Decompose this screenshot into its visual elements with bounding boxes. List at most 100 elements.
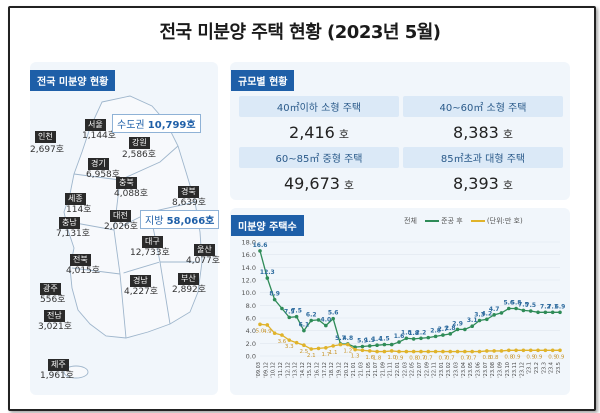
region-name: 충남 — [59, 217, 80, 229]
x-tick-label: '13.12 — [293, 362, 299, 378]
data-label-completed: 0.8 — [409, 356, 418, 362]
data-label-completed: 0.7 — [424, 356, 433, 362]
x-tick-label: '23.01 — [439, 362, 445, 378]
data-label-completed: 0.8 — [490, 355, 499, 361]
point-total — [506, 306, 511, 311]
scale-label: 40㎡이하 소형 주택 — [239, 96, 399, 117]
data-label-completed: 1.2 — [343, 349, 352, 355]
point-total — [294, 314, 299, 319]
data-label-total: 2.8 — [430, 327, 441, 334]
data-label-completed: 2.1 — [307, 353, 316, 359]
region-name: 전남 — [44, 310, 65, 322]
point-completed — [324, 345, 328, 350]
scale-value: 2,416 — [289, 123, 335, 142]
page-title: 전국 미분양 주택 현황 (2023년 5월) — [159, 22, 441, 43]
region-value: 2,586호 — [122, 150, 157, 160]
x-tick-label: '17.12 — [322, 362, 328, 378]
chart-panel — [230, 208, 570, 395]
point-completed — [258, 322, 262, 327]
x-tick-label: '15.12 — [307, 362, 313, 378]
data-label-total: 2.7 — [438, 326, 449, 333]
point-completed — [536, 348, 540, 353]
point-total — [536, 310, 540, 315]
data-label-completed: 0.7 — [439, 356, 448, 362]
y-tick-label: 0.0 — [246, 353, 256, 361]
point-completed — [309, 347, 314, 351]
region-name: 전북 — [70, 254, 91, 266]
data-label-completed: 1.8 — [373, 356, 382, 362]
point-total — [470, 324, 474, 329]
data-label-total: 16.6 — [253, 242, 268, 249]
data-label-total: 12.3 — [260, 269, 275, 276]
point-completed — [558, 348, 562, 353]
region-value: 4,088호 — [114, 189, 149, 199]
point-completed — [265, 323, 270, 327]
data-label-completed: 1.3 — [351, 354, 360, 360]
data-label-total: 1.6 — [394, 333, 405, 340]
point-total — [382, 342, 387, 347]
point-completed — [346, 342, 350, 347]
y-tick-label: 2.0 — [246, 340, 256, 348]
scale-cell: 60~85㎡ 중형 주택 49,673 호 — [239, 147, 399, 193]
point-total — [316, 318, 321, 322]
point-total — [331, 316, 335, 321]
y-tick-label: 4.0 — [246, 327, 256, 335]
point-total — [492, 313, 496, 317]
region-value: 4,227호 — [124, 287, 159, 297]
data-label-completed: 3.3 — [285, 344, 294, 350]
data-label-total: 4.7 — [489, 306, 500, 313]
point-total — [550, 310, 555, 315]
legend-completed-swatch — [470, 220, 485, 222]
region-name: 세종 — [65, 193, 86, 205]
y-tick-label: 8.0 — [246, 302, 256, 310]
data-label-total: 6.2 — [306, 312, 317, 319]
region-name: 경남 — [130, 275, 151, 287]
x-tick-label: '21.05 — [366, 362, 372, 378]
region-name: 경북 — [178, 186, 199, 198]
scale-value-row: 49,673 호 — [239, 174, 399, 193]
x-tick-label: '23.3 — [541, 362, 547, 375]
point-total — [324, 323, 328, 328]
scale-cell: 85㎡초과 대형 주택 8,393 호 — [403, 147, 563, 193]
x-tick-label: '11.12 — [278, 362, 284, 378]
scale-unit: 호 — [502, 128, 513, 141]
point-total — [455, 327, 460, 332]
x-tick-label: '16.12 — [315, 362, 321, 378]
data-label-total: 5.7 — [335, 335, 346, 342]
point-completed — [455, 349, 460, 354]
legend-unit: (단위:만 호) — [486, 217, 523, 225]
point-completed — [543, 348, 548, 353]
data-label-total: 5.6 — [503, 300, 514, 307]
region-value: 2,697호 — [30, 145, 65, 155]
point-total — [375, 343, 379, 348]
point-completed — [360, 348, 365, 353]
data-label-completed: 0.9 — [534, 354, 543, 360]
y-tick-label: 6.0 — [246, 315, 256, 323]
data-label-total: 1.8 — [408, 330, 419, 337]
point-total — [389, 342, 394, 347]
scale-value: 8,393 — [453, 174, 499, 193]
point-total — [287, 315, 292, 320]
legend-completed-label: 준공 후 — [441, 217, 463, 225]
x-tick-label: '23.10 — [505, 362, 511, 378]
point-total — [302, 328, 306, 333]
data-label-completed: 0.8 — [504, 354, 513, 360]
x-tick-label: '12.12 — [285, 362, 291, 378]
region-name: 경기 — [88, 158, 109, 170]
map-jeju — [63, 365, 89, 379]
point-completed — [411, 349, 416, 354]
x-tick-label: '23.4 — [549, 362, 555, 375]
scale-value: 8,383 — [453, 123, 499, 142]
region-value: 4,077호 — [186, 256, 221, 266]
region-value: 6,958호 — [86, 170, 121, 180]
point-total — [499, 311, 504, 315]
data-label-completed: 0.7 — [446, 356, 455, 362]
data-label-total: 4.2 — [482, 310, 493, 317]
data-label-completed: 0.9 — [526, 354, 535, 360]
point-completed — [397, 349, 401, 354]
point-total — [272, 297, 277, 302]
region-name: 부산 — [178, 273, 199, 285]
x-tick-label: '21.01 — [351, 362, 357, 378]
local-total: 지방 58,066호 — [140, 210, 220, 229]
y-tick-label: 10.0 — [242, 289, 256, 297]
